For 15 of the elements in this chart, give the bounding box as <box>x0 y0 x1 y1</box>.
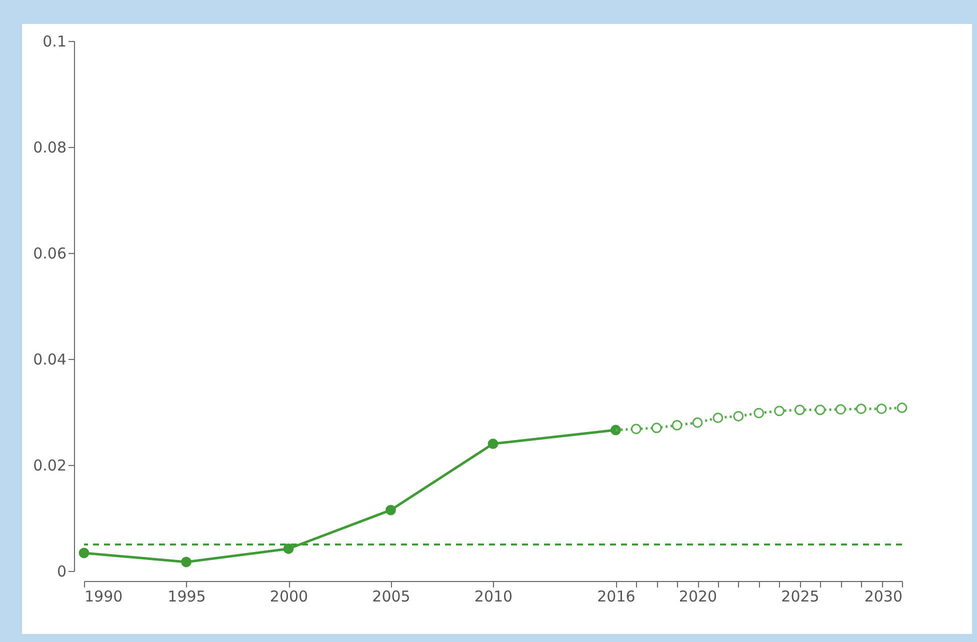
x-tick-label: 2000 <box>270 588 308 606</box>
x-tick-label: 2010 <box>474 588 513 606</box>
y-tick-label: 0.04 <box>33 350 66 368</box>
y-tick-label: 0.02 <box>33 456 66 474</box>
x-tick-label: 2020 <box>678 588 718 606</box>
x-tick-label: 2016 <box>597 588 636 606</box>
x-tick-label: 1990 <box>84 588 123 606</box>
y-tick-label: 0.08 <box>33 138 66 156</box>
y-tick-label: 0.06 <box>33 244 66 262</box>
x-tick-label: 2005 <box>372 588 410 606</box>
x-tick-label: 2025 <box>781 588 820 606</box>
y-tick-label: 0 <box>56 562 66 580</box>
x-tick-label: 2030 <box>864 588 902 606</box>
y-tick-label: 0.1 <box>42 32 66 50</box>
x-tick-label: 1995 <box>168 588 206 606</box>
